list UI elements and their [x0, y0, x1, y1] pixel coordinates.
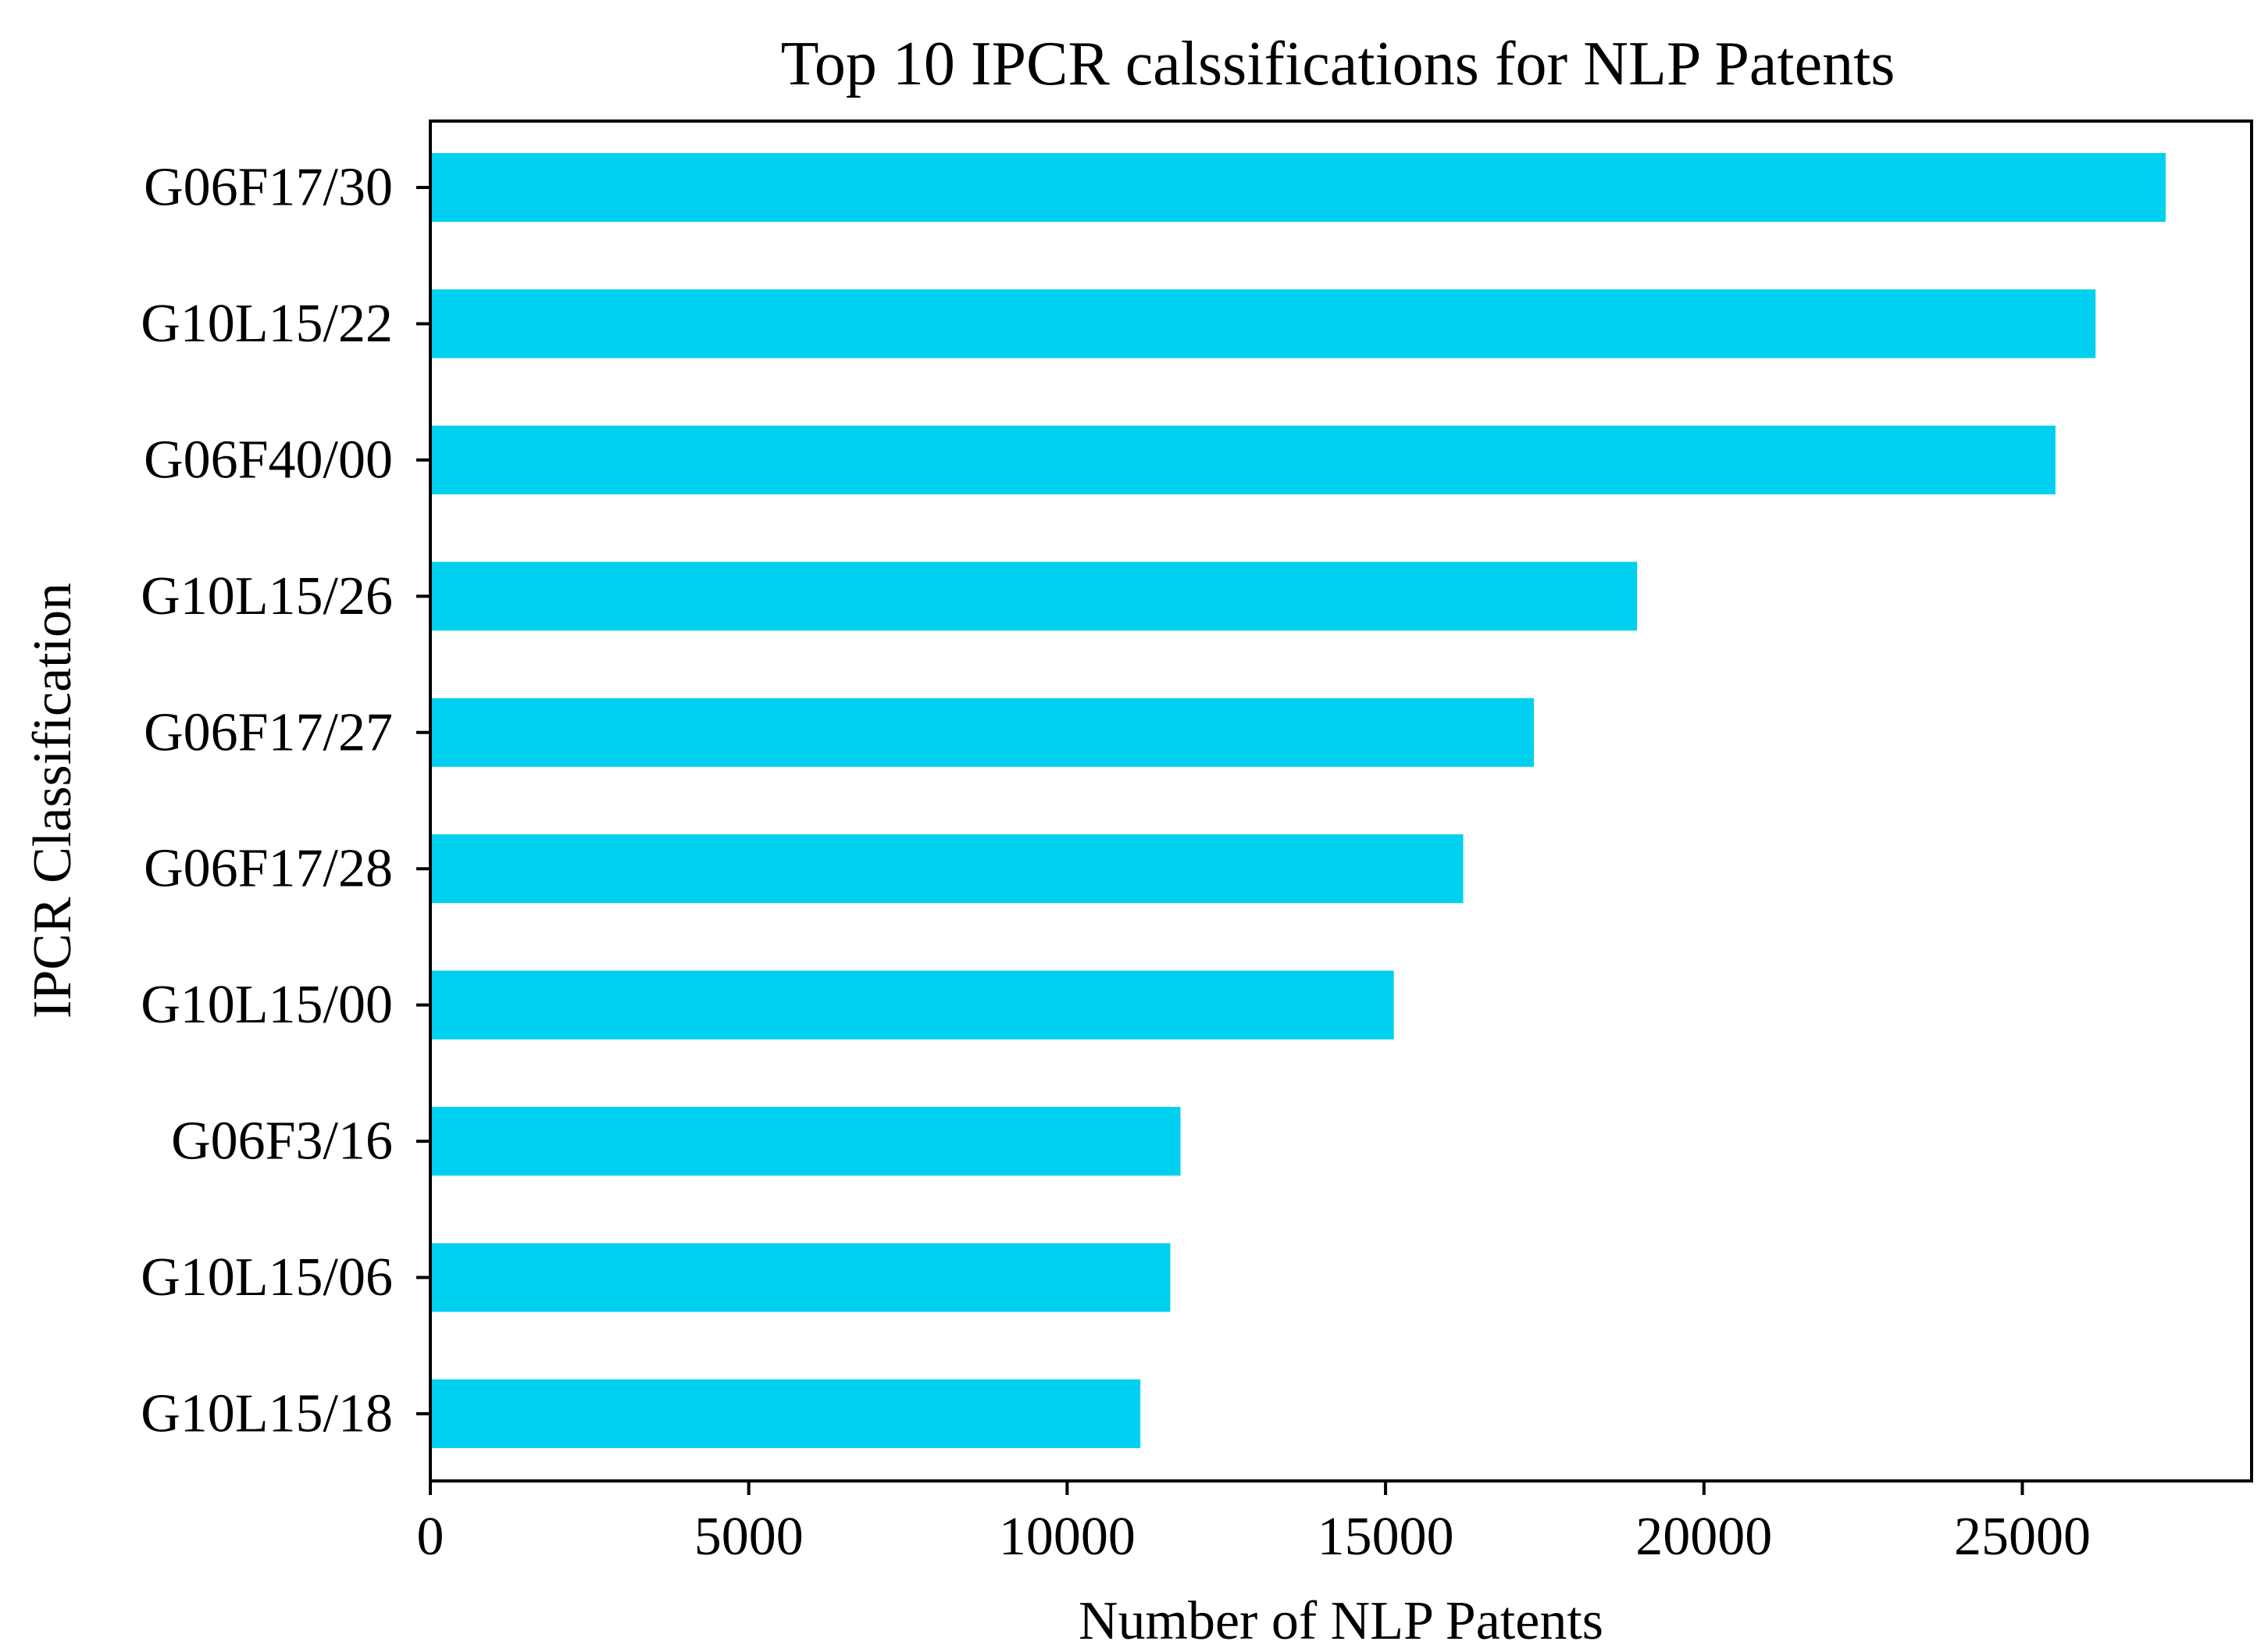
y-tick-label: G06F17/27 — [144, 702, 393, 762]
bars-layer — [430, 153, 2166, 1448]
x-tick-label: 5000 — [694, 1507, 804, 1567]
y-axis-label: IPCR Classification — [23, 583, 83, 1019]
y-tick-label: G10L15/06 — [141, 1247, 393, 1308]
bar — [430, 1107, 1181, 1176]
plot-frame — [429, 120, 2253, 1483]
x-axis: 0 5000 10000 15000 20000 25000 — [417, 1481, 2091, 1567]
bar — [430, 1243, 1171, 1312]
y-tick-label: G06F17/30 — [144, 158, 393, 218]
y-axis: G06F17/30 G10L15/22 G06F40/00 G10L15/26 G06F… — [141, 158, 430, 1444]
y-tick-label: G10L15/26 — [141, 566, 393, 626]
bar — [430, 698, 1535, 767]
chart-title: Top 10 IPCR calssifications for NLP Pate… — [781, 30, 1895, 98]
x-tick-label: 25000 — [1954, 1507, 2091, 1567]
bar — [430, 153, 2166, 222]
bar — [430, 1379, 1141, 1448]
x-tick-label: 20000 — [1635, 1507, 1772, 1567]
y-tick-label: G10L15/00 — [141, 975, 393, 1035]
bar — [430, 289, 2096, 359]
x-tick-label: 0 — [417, 1507, 444, 1567]
y-tick-label: G06F40/00 — [144, 430, 393, 490]
bar — [430, 562, 1638, 631]
bar — [430, 425, 2056, 494]
y-tick-label: G10L15/22 — [141, 294, 393, 354]
y-tick-label: G06F3/16 — [171, 1111, 393, 1172]
bar — [430, 834, 1464, 904]
x-tick-label: 15000 — [1318, 1507, 1454, 1567]
x-tick-label: 10000 — [999, 1507, 1136, 1567]
x-axis-label: Number of NLP Patents — [1079, 1591, 1603, 1651]
y-tick-label: G10L15/18 — [141, 1384, 393, 1444]
bar — [430, 970, 1394, 1040]
y-tick-label: G06F17/28 — [144, 839, 393, 899]
